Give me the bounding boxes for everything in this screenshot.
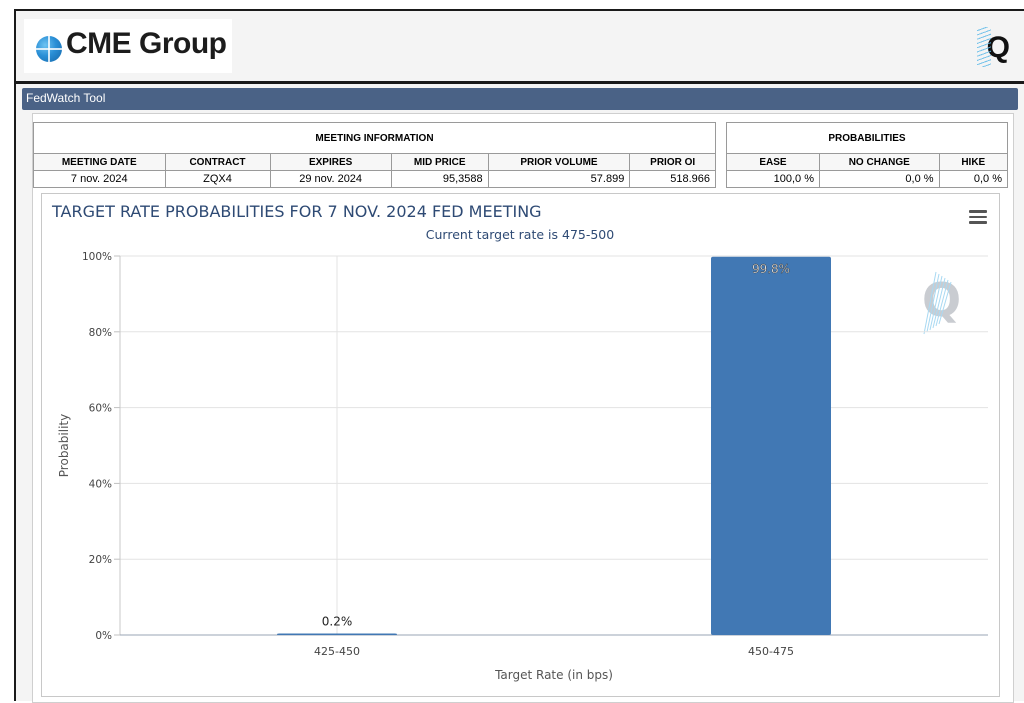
col-hike: HIKE: [938, 153, 1009, 171]
tool-title: FedWatch Tool: [26, 91, 106, 105]
meeting-info-table: MEETING INFORMATION MEETING DATE CONTRAC…: [33, 122, 716, 188]
watermark-streak: [938, 281, 952, 325]
watermark-streak: [929, 275, 943, 331]
q-logo-text: Q: [986, 31, 1010, 64]
x-axis-title: Target Rate (in bps): [494, 668, 613, 682]
y-tick-label: 100%: [82, 251, 112, 263]
bar-data-label: 0.2%: [322, 615, 353, 629]
y-tick-label: 60%: [89, 403, 112, 415]
col-mid-price: MID PRICE: [390, 153, 489, 171]
content-panel: MEETING INFORMATION MEETING DATE CONTRAC…: [32, 113, 1014, 703]
col-no-change: NO CHANGE: [818, 153, 940, 171]
cme-logo[interactable]: CME Group: [24, 19, 232, 73]
hike-value: 0,0 %: [938, 170, 1009, 188]
watermark-streak: [932, 277, 946, 329]
meeting-date-value: 7 nov. 2024: [33, 170, 166, 188]
watermark-streak: [923, 271, 937, 335]
chart-subtitle: Current target rate is 475-500: [426, 227, 614, 242]
col-contract: CONTRACT: [164, 153, 271, 171]
probabilities-group-label: PROBABILITIES: [726, 122, 1008, 154]
chart-title: TARGET RATE PROBABILITIES FOR 7 NOV. 202…: [51, 202, 542, 221]
bar-data-label: 99.8%: [752, 262, 790, 276]
col-ease: EASE: [726, 153, 820, 171]
watermark-streak: [935, 279, 949, 327]
col-expires: EXPIRES: [269, 153, 392, 171]
quikstrike-logo[interactable]: Q: [976, 27, 1010, 67]
prior-volume-value: 57.899: [487, 170, 631, 188]
hamburger-menu-icon[interactable]: [969, 210, 987, 224]
col-prior-oi: PRIOR OI: [629, 153, 716, 171]
fedwatch-frame: CME Group Q FedWatch Tool MEETING INFORM…: [14, 9, 1024, 703]
watermark-streak: [926, 273, 940, 333]
target-rate-chart: TARGET RATE PROBABILITIES FOR 7 NOV. 202…: [41, 193, 1000, 697]
mid-price-value: 95,3588: [390, 170, 489, 188]
y-tick-label: 20%: [89, 554, 112, 566]
prior-oi-value: 518.966: [629, 170, 716, 188]
logo-text: CME Group: [66, 27, 227, 60]
bar-450-475: [711, 256, 831, 635]
contract-value: ZQX4: [164, 170, 271, 188]
probabilities-table: PROBABILITIES EASE NO CHANGE HIKE 100,0 …: [726, 122, 1009, 188]
ease-value: 100,0 %: [726, 170, 820, 188]
expires-value: 29 nov. 2024: [269, 170, 392, 188]
y-tick-label: 0%: [95, 630, 112, 642]
chart-canvas: TARGET RATE PROBABILITIES FOR 7 NOV. 202…: [51, 202, 988, 682]
col-prior-volume: PRIOR VOLUME: [487, 153, 631, 171]
no-change-value: 0,0 %: [818, 170, 940, 188]
globe-icon: [36, 36, 62, 62]
meeting-info-group-label: MEETING INFORMATION: [33, 122, 716, 154]
watermark-q: Q: [922, 273, 961, 327]
col-meeting-date: MEETING DATE: [33, 153, 166, 171]
y-tick-label: 40%: [89, 478, 112, 490]
x-tick-label: 450-475: [748, 645, 794, 658]
streaks-icon: [976, 27, 991, 67]
x-tick-label: 425-450: [314, 645, 360, 658]
tool-title-bar: FedWatch Tool: [22, 88, 1018, 110]
y-axis-title: Probability: [57, 414, 71, 477]
y-tick-label: 80%: [89, 327, 112, 339]
bar-425-450: [277, 633, 397, 635]
header: CME Group Q: [16, 11, 1024, 84]
